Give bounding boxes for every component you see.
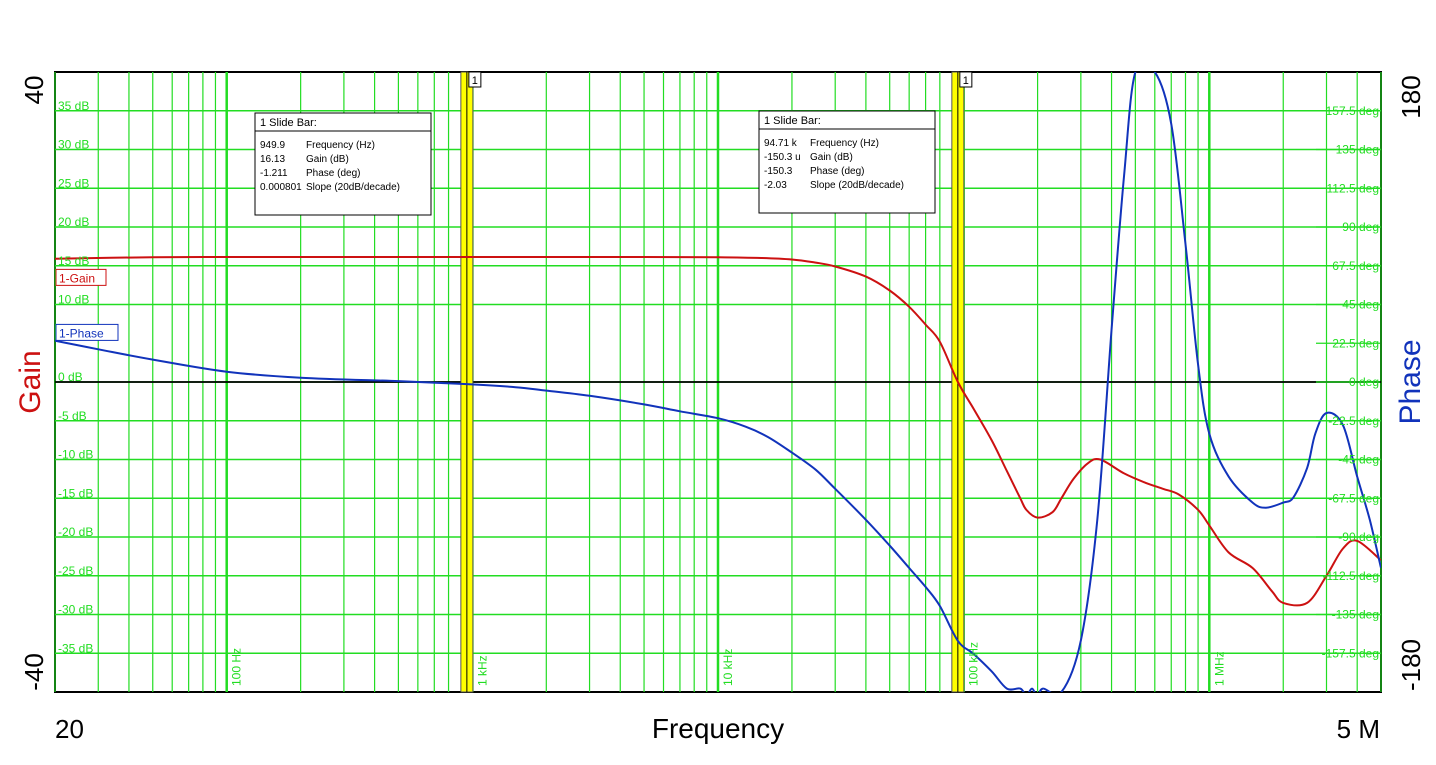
phase-curve bbox=[55, 72, 1381, 692]
gain-tick-label: 20 dB bbox=[58, 215, 89, 229]
readout-value: -150.3 u bbox=[764, 152, 801, 163]
y-left-axis-label: Gain bbox=[14, 350, 47, 413]
readout-label: Frequency (Hz) bbox=[306, 140, 375, 151]
gain-tick-label: 25 dB bbox=[58, 176, 89, 190]
x-axis-label: Frequency bbox=[652, 713, 784, 744]
readout-value: 16.13 bbox=[260, 154, 285, 165]
freq-tick-label: 1 MHz bbox=[1212, 651, 1226, 686]
grid bbox=[54, 71, 1382, 693]
readout-value: -150.3 bbox=[764, 166, 793, 177]
readout-label: Gain (dB) bbox=[810, 152, 853, 163]
gain-tick-label: -20 dB bbox=[58, 525, 93, 539]
cursor-tag bbox=[468, 71, 482, 88]
readout-value: 0.000801 bbox=[260, 182, 302, 193]
readout-value: -2.03 bbox=[764, 180, 787, 191]
gain-tick-label: 30 dB bbox=[58, 138, 89, 152]
readout-value: -1.211 bbox=[260, 168, 288, 179]
cursor-tag bbox=[959, 71, 973, 88]
readout-label: Slope (20dB/decade) bbox=[306, 182, 400, 193]
freq-tick-label: 1 kHz bbox=[475, 655, 489, 686]
readout-value: 949.9 bbox=[260, 140, 285, 151]
readout-box bbox=[758, 110, 936, 214]
readout-box bbox=[254, 112, 432, 216]
gain-series-label-box bbox=[55, 268, 107, 286]
cursor-id: 1 bbox=[963, 75, 969, 87]
readout-label: Slope (20dB/decade) bbox=[810, 180, 904, 191]
slide-bar-readouts: 1 Slide Bar: 949.9 Frequency (Hz) 16.13 Gain… bbox=[254, 110, 936, 216]
y-left-max-label: 40 bbox=[19, 76, 49, 105]
gain-tick-label: -30 dB bbox=[58, 603, 93, 617]
gain-tick-label: -5 dB bbox=[58, 409, 87, 423]
freq-tick-label: 10 kHz bbox=[721, 649, 735, 686]
freq-tick-label: 100 Hz bbox=[230, 648, 244, 686]
phase-series-label: 1-Phase bbox=[59, 326, 104, 340]
gain-tick-label: 10 dB bbox=[58, 293, 89, 307]
gain-series-label: 1-Gain bbox=[59, 271, 95, 285]
x-min-label: 20 bbox=[55, 714, 84, 744]
readout-title: 1 Slide Bar: bbox=[764, 115, 821, 127]
gain-tick-label: -25 dB bbox=[58, 564, 93, 578]
y-left-min-label: -40 bbox=[19, 653, 49, 691]
gain-tick-label: -15 dB bbox=[58, 486, 93, 500]
y-right-min-label: -180 bbox=[1396, 639, 1426, 691]
readout-label: Phase (deg) bbox=[306, 168, 360, 179]
gain-tick-label: 35 dB bbox=[58, 99, 89, 113]
freq-tick-label: 100 kHz bbox=[967, 642, 981, 686]
gain-curve bbox=[55, 255, 1381, 607]
series-labels: 1-Gain 1-Phase bbox=[55, 268, 119, 341]
readout-label: Phase (deg) bbox=[810, 166, 864, 177]
gain-tick-label: -35 dB bbox=[58, 641, 93, 655]
y-right-axis-label: Phase bbox=[1394, 339, 1427, 424]
tick-labels: 35 dB 30 dB 25 dB 20 dB 15 dB 10 dB 0 dB -5 dB -… bbox=[58, 99, 1380, 686]
curves bbox=[55, 72, 1381, 692]
readout-label: Gain (dB) bbox=[306, 154, 349, 165]
readout-label: Frequency (Hz) bbox=[810, 138, 879, 149]
x-max-label: 5 M bbox=[1337, 714, 1380, 744]
gain-tick-label: 0 dB bbox=[58, 370, 83, 384]
phase-series-label-box bbox=[55, 323, 119, 341]
y-right-max-label: 180 bbox=[1396, 75, 1426, 118]
gain-tick-label: 15 dB bbox=[58, 254, 89, 268]
readout-title: 1 Slide Bar: bbox=[260, 117, 317, 129]
gain-tick-label: -10 dB bbox=[58, 448, 93, 462]
cursor-id: 1 bbox=[472, 75, 478, 87]
readout-value: 94.71 k bbox=[764, 138, 798, 149]
